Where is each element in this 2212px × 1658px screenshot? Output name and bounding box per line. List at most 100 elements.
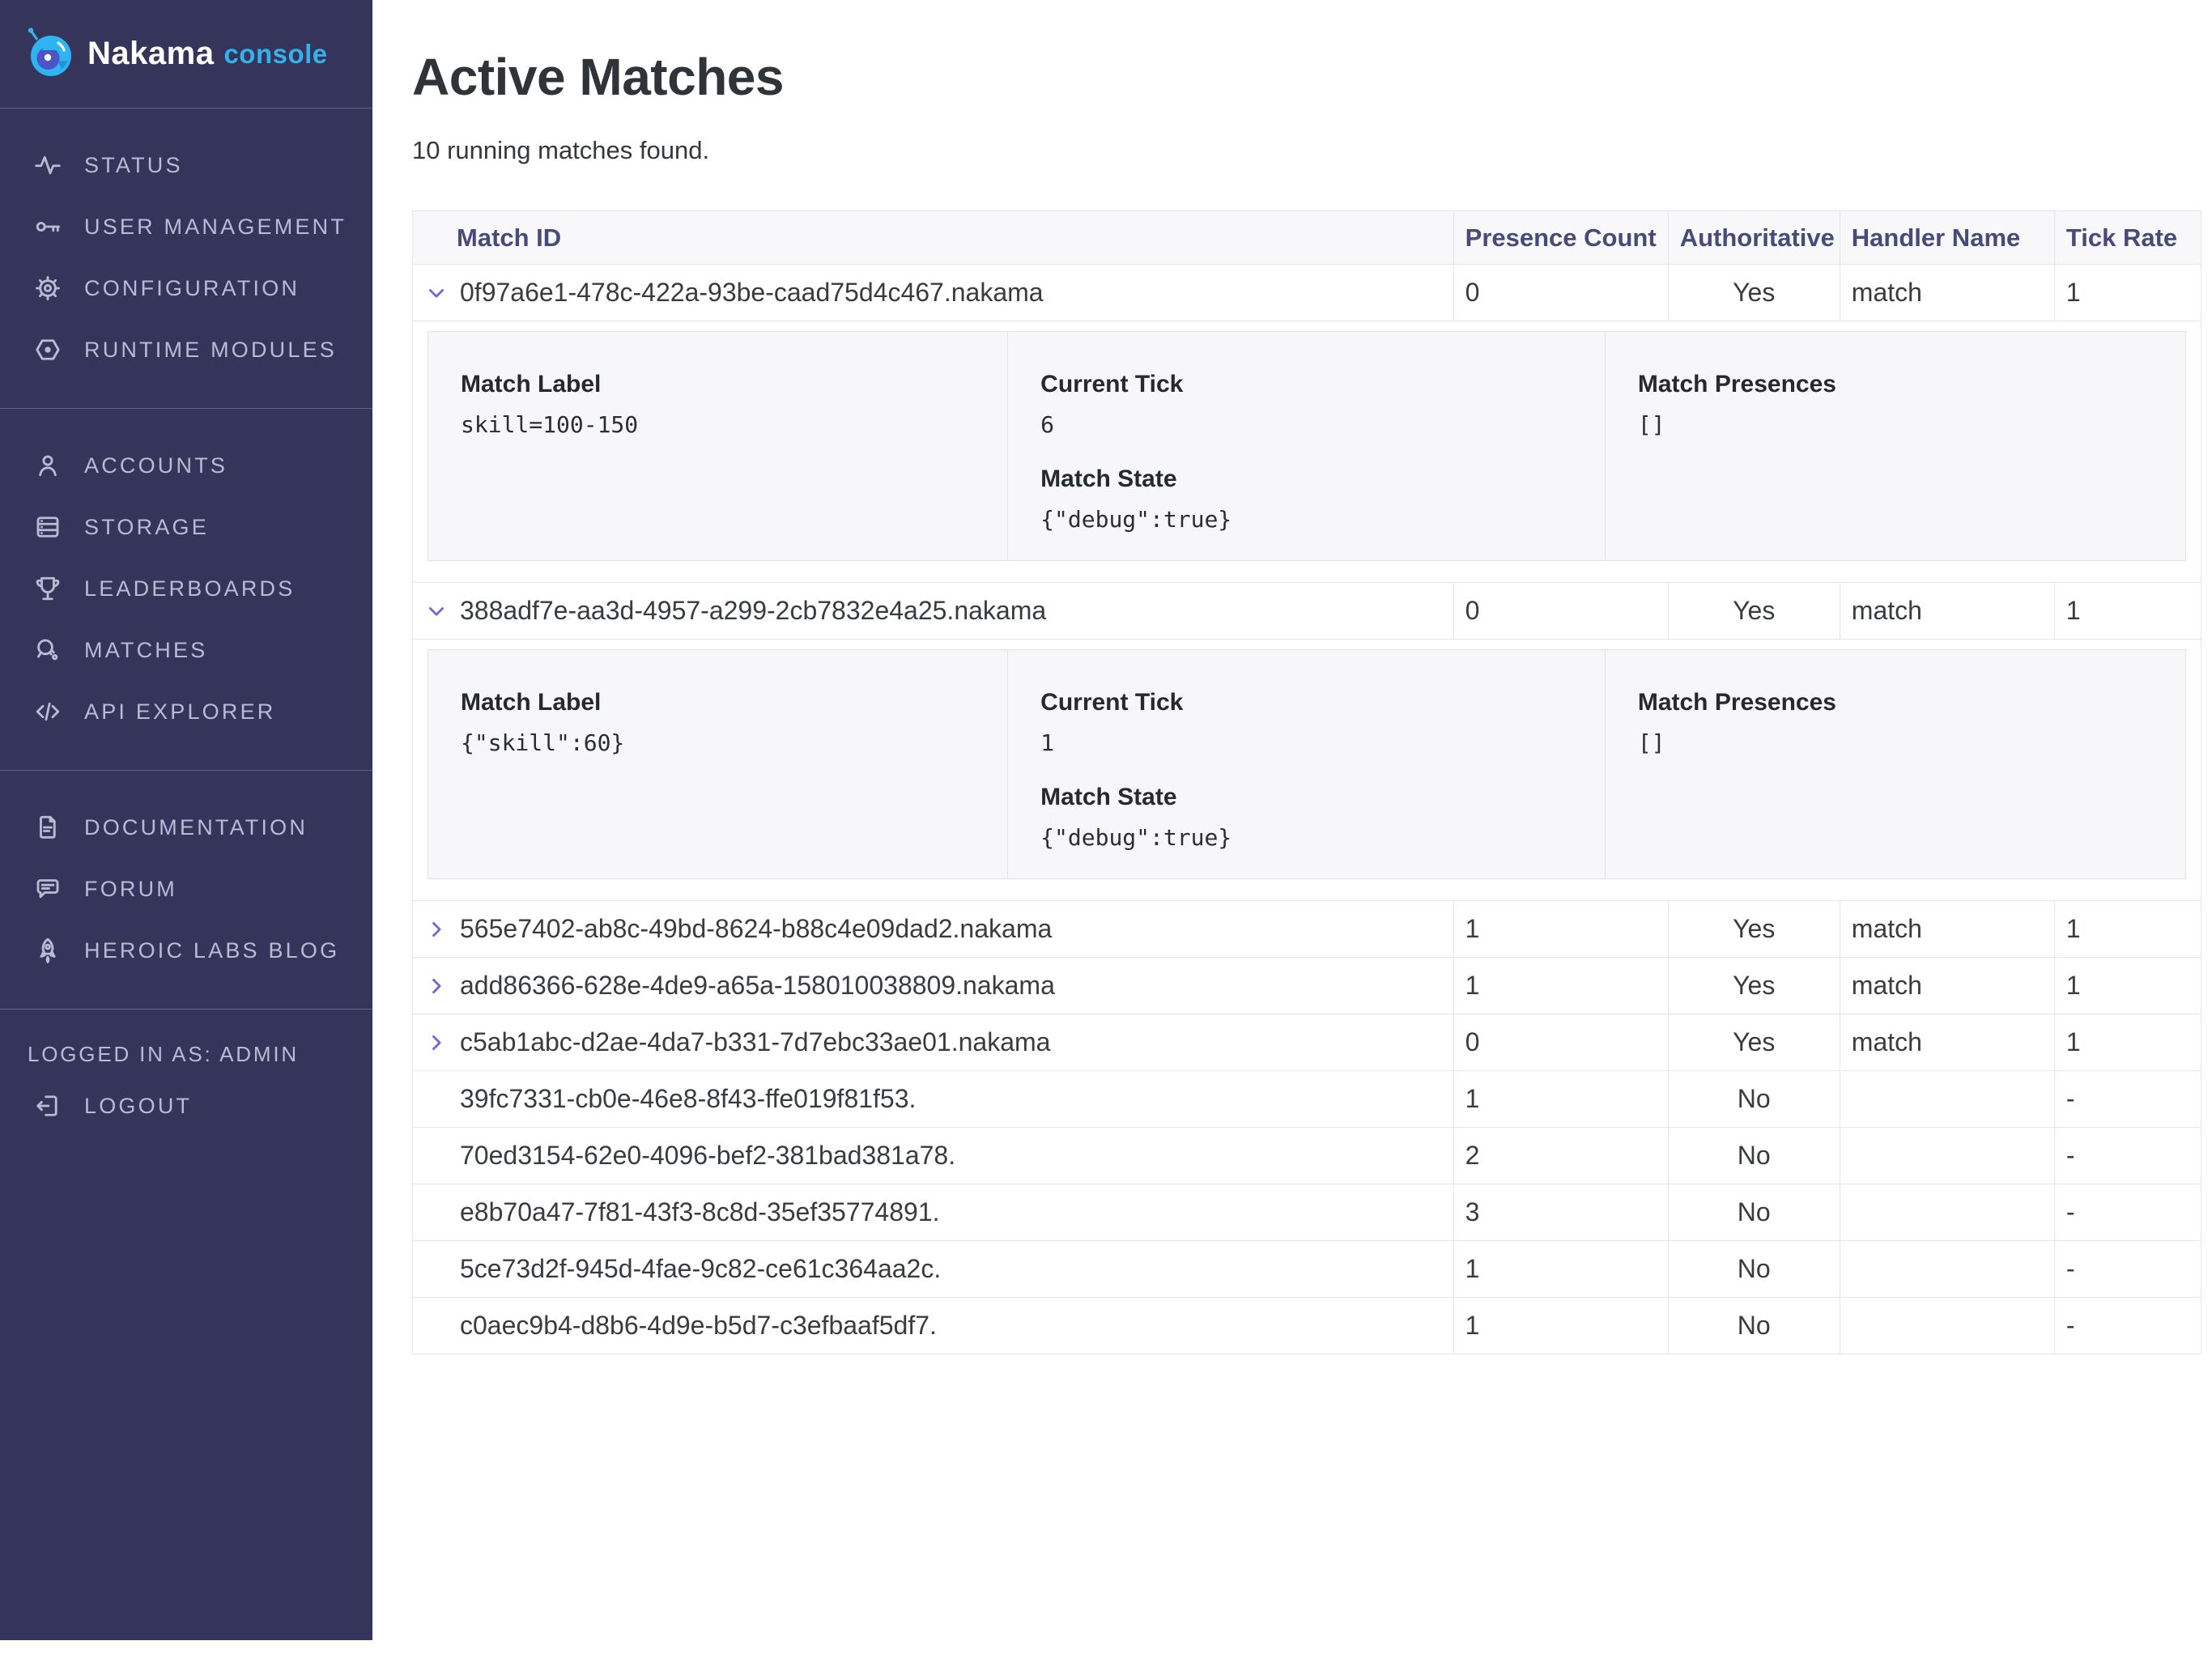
current-tick-title: Current Tick — [1040, 689, 1184, 716]
chevron-down-icon[interactable] — [424, 599, 449, 623]
match-row: c0aec9b4-d8b6-4d9e-b5d7-c3efbaaf5df7. 1 … — [412, 1297, 2202, 1354]
tick-rate: - — [2053, 1240, 2202, 1298]
current-tick-value: 6 — [1040, 411, 1055, 438]
match-state-title: Match State — [1040, 784, 1177, 810]
activity-icon — [32, 150, 63, 181]
match-id: 565e7402-ab8c-49bd-8624-b88c4e09dad2.nak… — [460, 914, 1053, 943]
chevron-spacer — [424, 1201, 449, 1225]
sidebar-item-accounts[interactable]: ACCOUNTS — [0, 435, 372, 496]
chevron-right-icon[interactable] — [424, 1031, 449, 1055]
sidebar-item-runtime-modules[interactable]: RUNTIME MODULES — [0, 319, 372, 380]
sidebar-item-status[interactable]: STATUS — [0, 134, 372, 196]
sidebar-item-label: CONFIGURATION — [84, 275, 300, 300]
chevron-right-icon[interactable] — [424, 974, 449, 998]
chevron-down-icon[interactable] — [424, 281, 449, 305]
sidebar-item-user-management[interactable]: USER MANAGEMENT — [0, 196, 372, 257]
nav-group-system: STATUS USER MANAGEMENT CONFIGURATION RUN… — [0, 108, 372, 409]
brand[interactable]: Nakama console — [0, 0, 372, 108]
logged-in-as: LOGGED IN AS: ADMIN — [28, 1042, 299, 1066]
match-label-cell: Match Label skill=100-150 — [428, 332, 1009, 560]
chevron-right-icon[interactable] — [424, 917, 449, 942]
nav-group-links: DOCUMENTATION FORUM HEROIC LABS BLOG — [0, 771, 372, 1010]
tick-rate: - — [2053, 1297, 2202, 1354]
authoritative: No — [1667, 1184, 1840, 1241]
sidebar-item-label: STATUS — [84, 152, 183, 177]
tick-state-cell: Current Tick 1 Match State {"debug":true… — [1008, 650, 1606, 878]
match-row[interactable]: c5ab1abc-d2ae-4da7-b331-7d7ebc33ae01.nak… — [412, 1014, 2202, 1071]
match-row[interactable]: 388adf7e-aa3d-4957-a299-2cb7832e4a25.nak… — [412, 582, 2202, 640]
authoritative: Yes — [1667, 900, 1840, 958]
match-detail-panel: Match Label skill=100-150 Current Tick 6… — [428, 331, 2186, 561]
match-id: e8b70a47-7f81-43f3-8c8d-35ef35774891. — [460, 1197, 940, 1226]
sidebar-item-api-explorer[interactable]: API EXPLORER — [0, 681, 372, 742]
code-icon — [32, 696, 63, 727]
match-row: 39fc7331-cb0e-46e8-8f43-ffe019f81f53. 1 … — [412, 1070, 2202, 1128]
match-id: 5ce73d2f-945d-4fae-9c82-ce61c364aa2c. — [460, 1254, 942, 1283]
match-state-value: {"debug":true} — [1040, 506, 1232, 533]
chevron-spacer — [424, 1314, 449, 1338]
presence-count: 2 — [1453, 1127, 1669, 1184]
authoritative: No — [1667, 1240, 1840, 1298]
match-row[interactable]: 0f97a6e1-478c-422a-93be-caad75d4c467.nak… — [412, 264, 2202, 321]
authoritative: Yes — [1667, 264, 1840, 321]
match-presences-value: [] — [1637, 411, 1665, 438]
match-row[interactable]: add86366-628e-4de9-a65a-158010038809.nak… — [412, 957, 2202, 1014]
sidebar-item-heroic-labs-blog[interactable]: HEROIC LABS BLOG — [0, 920, 372, 981]
sidebar-item-leaderboards[interactable]: LEADERBOARDS — [0, 558, 372, 619]
key-icon — [32, 211, 63, 242]
handler-name — [1839, 1070, 2055, 1128]
match-detail-row: Match Label skill=100-150 Current Tick 6… — [412, 321, 2201, 583]
tick-state-cell: Current Tick 6 Match State {"debug":true… — [1008, 332, 1606, 560]
match-state-title: Match State — [1040, 466, 1177, 492]
document-icon — [32, 812, 63, 843]
sidebar: Nakama console STATUS USER MANAGEMENT CO… — [0, 0, 372, 1640]
sidebar-item-documentation[interactable]: DOCUMENTATION — [0, 797, 372, 858]
match-presences-value: [] — [1637, 729, 1665, 756]
logout-icon — [32, 1090, 63, 1121]
handler-name: match — [1839, 582, 2055, 640]
matches-count-text: 10 running matches found. — [412, 136, 710, 164]
sidebar-item-label: FORUM — [84, 876, 177, 901]
authoritative: No — [1667, 1127, 1840, 1184]
sidebar-item-matches[interactable]: MATCHES — [0, 619, 372, 681]
match-id: add86366-628e-4de9-a65a-158010038809.nak… — [460, 971, 1055, 1000]
tick-rate: 1 — [2053, 264, 2202, 321]
column-header-match-id: Match ID — [412, 210, 1454, 265]
sidebar-item-label: API EXPLORER — [84, 699, 276, 724]
logout-button[interactable]: LOGOUT — [0, 1075, 372, 1137]
presence-count: 1 — [1453, 957, 1669, 1014]
column-header-authoritative: Authoritative — [1667, 210, 1840, 265]
sidebar-item-configuration[interactable]: CONFIGURATION — [0, 257, 372, 319]
paddle-icon — [32, 635, 63, 665]
presence-count: 0 — [1453, 582, 1669, 640]
chat-icon — [32, 874, 63, 904]
trophy-icon — [32, 573, 63, 604]
match-row: 5ce73d2f-945d-4fae-9c82-ce61c364aa2c. 1 … — [412, 1240, 2202, 1298]
sidebar-item-label: RUNTIME MODULES — [84, 337, 338, 362]
presence-count: 0 — [1453, 1014, 1669, 1071]
match-row[interactable]: 565e7402-ab8c-49bd-8624-b88c4e09dad2.nak… — [412, 900, 2202, 958]
sidebar-item-label: MATCHES — [84, 637, 208, 662]
presence-count: 1 — [1453, 900, 1669, 958]
main-content: Active Matches 10 running matches found.… — [372, 0, 2212, 1354]
hexagon-icon — [32, 334, 63, 365]
rocket-icon — [32, 935, 63, 966]
presence-count: 1 — [1453, 1070, 1669, 1128]
handler-name — [1839, 1184, 2055, 1241]
sidebar-item-label: USER MANAGEMENT — [84, 214, 347, 239]
presence-count: 0 — [1453, 264, 1669, 321]
active-matches-table: Match ID Presence Count Authoritative Ha… — [412, 210, 2202, 1354]
match-id: c0aec9b4-d8b6-4d9e-b5d7-c3efbaaf5df7. — [460, 1311, 937, 1340]
page-title: Active Matches — [412, 48, 784, 106]
handler-name — [1839, 1297, 2055, 1354]
match-presences-cell: Match Presences [] — [1606, 650, 2185, 878]
tick-rate: 1 — [2053, 900, 2202, 958]
column-header-tick-rate: Tick Rate — [2053, 210, 2202, 265]
match-state-value: {"debug":true} — [1040, 824, 1232, 851]
chevron-spacer — [424, 1257, 449, 1282]
tick-rate: 1 — [2053, 957, 2202, 1014]
sidebar-item-storage[interactable]: STORAGE — [0, 496, 372, 558]
authoritative: Yes — [1667, 1014, 1840, 1071]
presence-count: 1 — [1453, 1240, 1669, 1298]
sidebar-item-forum[interactable]: FORUM — [0, 858, 372, 920]
